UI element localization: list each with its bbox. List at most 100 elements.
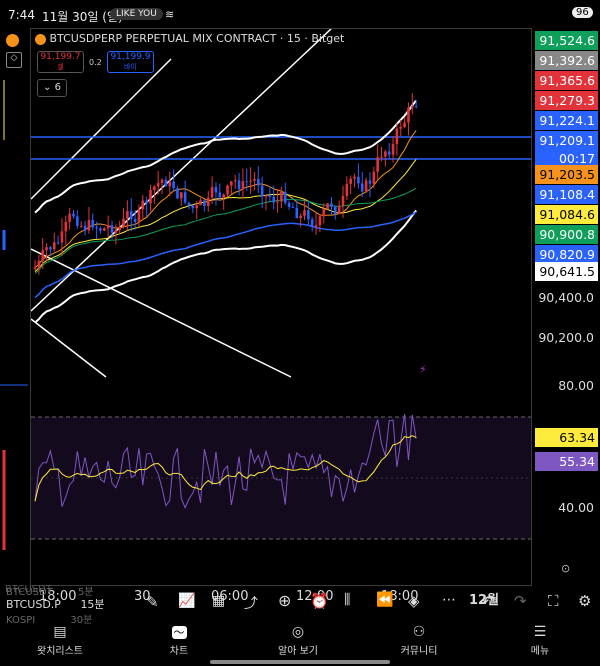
candle <box>353 176 356 179</box>
fullscreen-icon[interactable]: ⛶ <box>548 592 559 610</box>
candle <box>210 186 214 198</box>
candle <box>287 202 291 207</box>
candle <box>87 220 91 231</box>
candle <box>249 180 252 182</box>
replay-icon[interactable]: ⏪ <box>376 592 394 608</box>
candle <box>114 230 118 233</box>
trendline-down-2 <box>31 318 107 378</box>
watchlist-row[interactable]: BTCUSDT <box>5 584 52 595</box>
indicators-toggle[interactable]: ⌄ 6 <box>37 79 67 97</box>
rsi-line <box>34 413 417 509</box>
candle <box>276 201 279 203</box>
nav-community[interactable]: ⚇ 커뮤니티 <box>369 624 469 657</box>
chart-canvas[interactable]: ⚡ <box>31 29 531 585</box>
time-label: 12월 <box>469 593 500 608</box>
nav-explore[interactable]: ◎ 알아 보기 <box>248 624 348 657</box>
candle <box>156 183 160 187</box>
candle <box>195 205 198 209</box>
candle <box>37 260 41 268</box>
candle <box>118 226 121 231</box>
chart-toolbar: ✎ 📈 ▦ ⤴ ⊕ ⏰ ⫼ ⏪ ◈ ⋯ ↶ ↷ ⛶ ⚙ <box>136 590 600 618</box>
time-label: 12:00 <box>296 589 334 604</box>
candle <box>199 200 202 206</box>
chart-panel[interactable]: ⚡ BTCUSDPERP PERPETUAL MIX CONTRACT · 15… <box>5 28 532 608</box>
price-tag: 91,524.6 <box>535 31 598 50</box>
candle <box>280 191 283 202</box>
add-icon[interactable]: ⊕ <box>278 591 292 610</box>
candle <box>183 192 187 203</box>
candle <box>145 200 148 204</box>
undo-icon[interactable]: ↶ <box>482 592 495 610</box>
settings-icon[interactable]: ⚙ <box>578 592 592 610</box>
candle <box>141 200 145 210</box>
candle <box>368 180 372 184</box>
bottom-nav: ▤ 왓치리스트 〜 차트 ◎ 알아 보기 ⚇ 커뮤니티 ☰ 메뉴 <box>0 620 600 666</box>
bollinger-upper <box>34 99 417 214</box>
candle <box>380 156 383 158</box>
bitcoin-icon <box>6 34 19 47</box>
candle <box>230 181 233 186</box>
candle <box>303 210 306 216</box>
nav-menu[interactable]: ☰ 메뉴 <box>490 624 590 657</box>
candle <box>241 181 245 190</box>
price-axis-label: 90,200.0 <box>538 330 594 345</box>
candle <box>226 185 229 195</box>
candle <box>341 196 345 207</box>
drawing-icon[interactable]: ⤴ <box>244 596 258 612</box>
sell-button[interactable]: 91,199.7 셀 <box>37 51 84 73</box>
buy-button[interactable]: 91,199.9 바이 <box>107 51 154 73</box>
watchlist-row[interactable]: KOSPI 30분 <box>6 611 92 626</box>
layers-icon[interactable]: ◈ <box>408 592 420 610</box>
menu-icon: ☰ <box>533 624 547 640</box>
wifi-icon: ≋ <box>165 8 175 21</box>
candle <box>60 231 64 243</box>
candle <box>149 190 152 204</box>
chart-title: BTCUSDPERP PERPETUAL MIX CONTRACT · 15 ·… <box>49 32 345 45</box>
candle <box>72 213 75 217</box>
watchlist-timeframe: 15분 <box>80 598 105 611</box>
price-axis[interactable]: 90,400.0 90,200.0 80.00 40.00 63.34 55.3… <box>531 28 600 584</box>
candle <box>245 181 249 183</box>
candle <box>395 128 399 145</box>
rsi-axis-label: 40.00 <box>558 500 594 515</box>
price-tag: 91,203.5 <box>535 165 598 184</box>
ema-green <box>34 187 417 274</box>
candle <box>41 250 44 261</box>
candle <box>160 179 164 184</box>
candle <box>384 151 387 157</box>
alert-icon[interactable]: ⏰ <box>310 592 329 610</box>
candle <box>364 180 368 192</box>
home-indicator[interactable] <box>210 660 390 664</box>
templates-icon[interactable]: ▦ <box>212 593 226 609</box>
rsi-value-tag: 55.34 <box>535 452 598 471</box>
redo-icon[interactable]: ↷ <box>514 592 527 610</box>
trendline-up-1 <box>31 29 332 312</box>
candle <box>330 203 333 207</box>
candle <box>203 200 206 206</box>
time-label: 18:00 <box>381 589 419 604</box>
rsi-ma-tag: 63.34 <box>535 428 598 447</box>
price-tag: 91,392.6 <box>535 51 598 70</box>
watchlist-row[interactable]: BTCUSD.P 15분 <box>6 596 105 612</box>
candle <box>106 225 110 229</box>
candle-type-icon[interactable]: ⫼ <box>344 592 351 608</box>
price-tag: 91,279.3 <box>535 91 598 110</box>
now-playing-pill[interactable]: LIKE YOU <box>110 8 163 20</box>
candle <box>68 213 71 222</box>
nav-chart[interactable]: 〜 차트 <box>129 624 229 657</box>
candle <box>272 196 275 203</box>
symbol-legend[interactable]: BTCUSDPERP PERPETUAL MIX CONTRACT · 15 ·… <box>35 32 344 45</box>
lightning-icon: ⚡ <box>419 363 427 376</box>
watchlist-timeframe: 30분 <box>70 615 93 626</box>
indicators-icon[interactable]: 📈 <box>178 593 196 609</box>
settings-icon[interactable]: ⊙ <box>561 562 571 575</box>
watchlist-row[interactable]: BTCUSDT 5분 <box>6 583 94 598</box>
nav-watchlist[interactable]: ▤ 왓치리스트 <box>10 624 110 657</box>
pen-icon[interactable]: ✎ <box>146 593 159 611</box>
layers-icon[interactable]: ◇ <box>6 52 22 68</box>
candle <box>264 195 268 197</box>
candle <box>180 192 183 199</box>
candle <box>206 197 210 206</box>
watchlist-timeframe: 5분 <box>78 587 94 598</box>
more-icon[interactable]: ⋯ <box>442 592 456 608</box>
